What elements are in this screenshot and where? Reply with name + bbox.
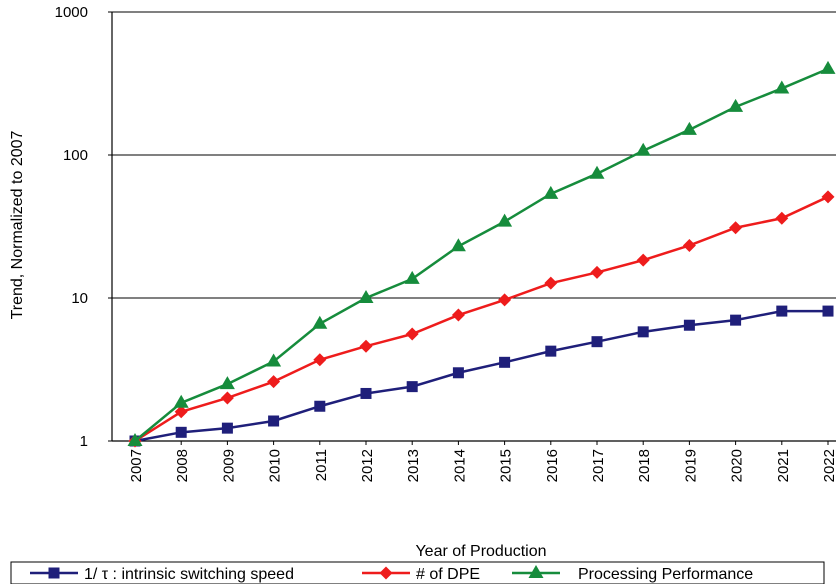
series-diamond xyxy=(128,190,835,448)
legend-item: 1/ τ : intrinsic switching speed xyxy=(30,566,294,583)
x-tick-label: 2017 xyxy=(590,449,607,482)
x-axis-title: Year of Production xyxy=(415,543,546,560)
data-point-square xyxy=(314,400,326,412)
data-point-diamond xyxy=(379,566,393,580)
y-tick-label: 100 xyxy=(63,147,88,164)
data-point-square xyxy=(48,567,60,579)
x-tick-label: 2012 xyxy=(359,449,376,482)
gridlines xyxy=(112,154,836,299)
axes xyxy=(108,11,836,445)
x-tick-label: 2022 xyxy=(821,449,838,482)
x-tick-label: 2015 xyxy=(498,449,515,482)
y-tick-label: 1 xyxy=(80,433,88,450)
series-group xyxy=(127,60,836,448)
data-point-triangle xyxy=(543,185,559,199)
x-tick-label: 2016 xyxy=(544,449,561,482)
data-point-triangle xyxy=(173,394,189,408)
data-point-square xyxy=(221,422,233,434)
series-line xyxy=(134,195,829,443)
data-point-square xyxy=(730,314,742,326)
y-axis-title: Trend, Normalized to 2007 xyxy=(9,130,26,319)
x-tick-labels: 2007 2008 2009 2010 2011 2012 2013 2014 2015 2016… xyxy=(128,449,838,482)
x-tick-label: 2018 xyxy=(636,449,653,482)
data-point-triangle xyxy=(728,98,744,112)
series-square xyxy=(129,305,834,447)
legend-item: # of DPE xyxy=(362,566,480,583)
series-triangle xyxy=(127,60,836,446)
legend: 1/ τ : intrinsic switching speed # of DPE… xyxy=(10,561,825,584)
data-point-diamond xyxy=(682,238,696,252)
data-point-square xyxy=(545,345,557,357)
data-point-square xyxy=(822,305,834,317)
data-point-triangle xyxy=(589,165,605,179)
data-point-diamond xyxy=(544,276,558,290)
data-point-triangle xyxy=(635,142,651,156)
legend-label: # of DPE xyxy=(416,566,480,583)
x-tick-label: 2009 xyxy=(220,449,237,482)
data-point-square xyxy=(452,367,464,379)
data-point-triangle xyxy=(820,60,836,74)
data-point-triangle xyxy=(358,290,374,303)
data-point-square xyxy=(499,356,511,368)
data-point-diamond xyxy=(729,221,743,235)
legend-item: Processing Performance xyxy=(512,565,753,583)
data-point-square xyxy=(637,326,649,338)
y-tick-label: 10 xyxy=(71,290,88,307)
series-line xyxy=(134,67,829,442)
data-point-diamond xyxy=(775,211,789,225)
data-point-square xyxy=(268,415,280,427)
data-point-square xyxy=(591,336,603,348)
data-point-square xyxy=(406,381,418,393)
data-point-triangle xyxy=(312,315,328,329)
x-tick-label: 2020 xyxy=(729,449,746,482)
x-tick-label: 2007 xyxy=(128,449,145,482)
data-point-diamond xyxy=(451,308,465,322)
data-point-diamond xyxy=(498,293,512,307)
x-tick-label: 2014 xyxy=(451,449,468,482)
data-point-diamond xyxy=(636,253,650,267)
legend-box xyxy=(10,561,825,584)
data-point-square xyxy=(175,426,187,438)
y-tick-label: 1000 xyxy=(55,4,88,21)
data-point-triangle xyxy=(681,121,697,135)
legend-label: Processing Performance xyxy=(578,566,753,583)
data-point-triangle xyxy=(450,238,466,252)
y-tick-labels: 1 10 100 1000 xyxy=(55,4,88,450)
data-point-square xyxy=(683,319,695,331)
x-tick-label: 2008 xyxy=(174,449,191,482)
data-point-triangle xyxy=(774,80,790,94)
data-point-triangle xyxy=(127,433,143,446)
data-point-triangle xyxy=(497,213,513,227)
data-point-diamond xyxy=(267,375,281,389)
data-point-diamond xyxy=(405,327,419,341)
data-point-diamond xyxy=(313,353,327,367)
x-tick-label: 2011 xyxy=(313,449,330,481)
x-tick-label: 2021 xyxy=(775,449,792,482)
data-point-triangle xyxy=(219,376,235,390)
x-tick-label: 2013 xyxy=(405,449,422,482)
data-point-triangle xyxy=(528,565,544,578)
data-point-diamond xyxy=(359,339,373,353)
data-point-diamond xyxy=(590,265,604,279)
legend-label: 1/ τ : intrinsic switching speed xyxy=(84,566,294,583)
series-line xyxy=(134,309,828,443)
data-point-square xyxy=(776,305,788,317)
x-tick-label: 2019 xyxy=(682,449,699,482)
x-tick-label: 2010 xyxy=(267,449,284,482)
data-point-diamond xyxy=(174,405,188,419)
data-point-triangle xyxy=(266,353,282,367)
data-point-diamond xyxy=(821,190,835,204)
data-point-square xyxy=(360,387,372,399)
data-point-diamond xyxy=(220,391,234,405)
data-point-triangle xyxy=(404,270,420,284)
